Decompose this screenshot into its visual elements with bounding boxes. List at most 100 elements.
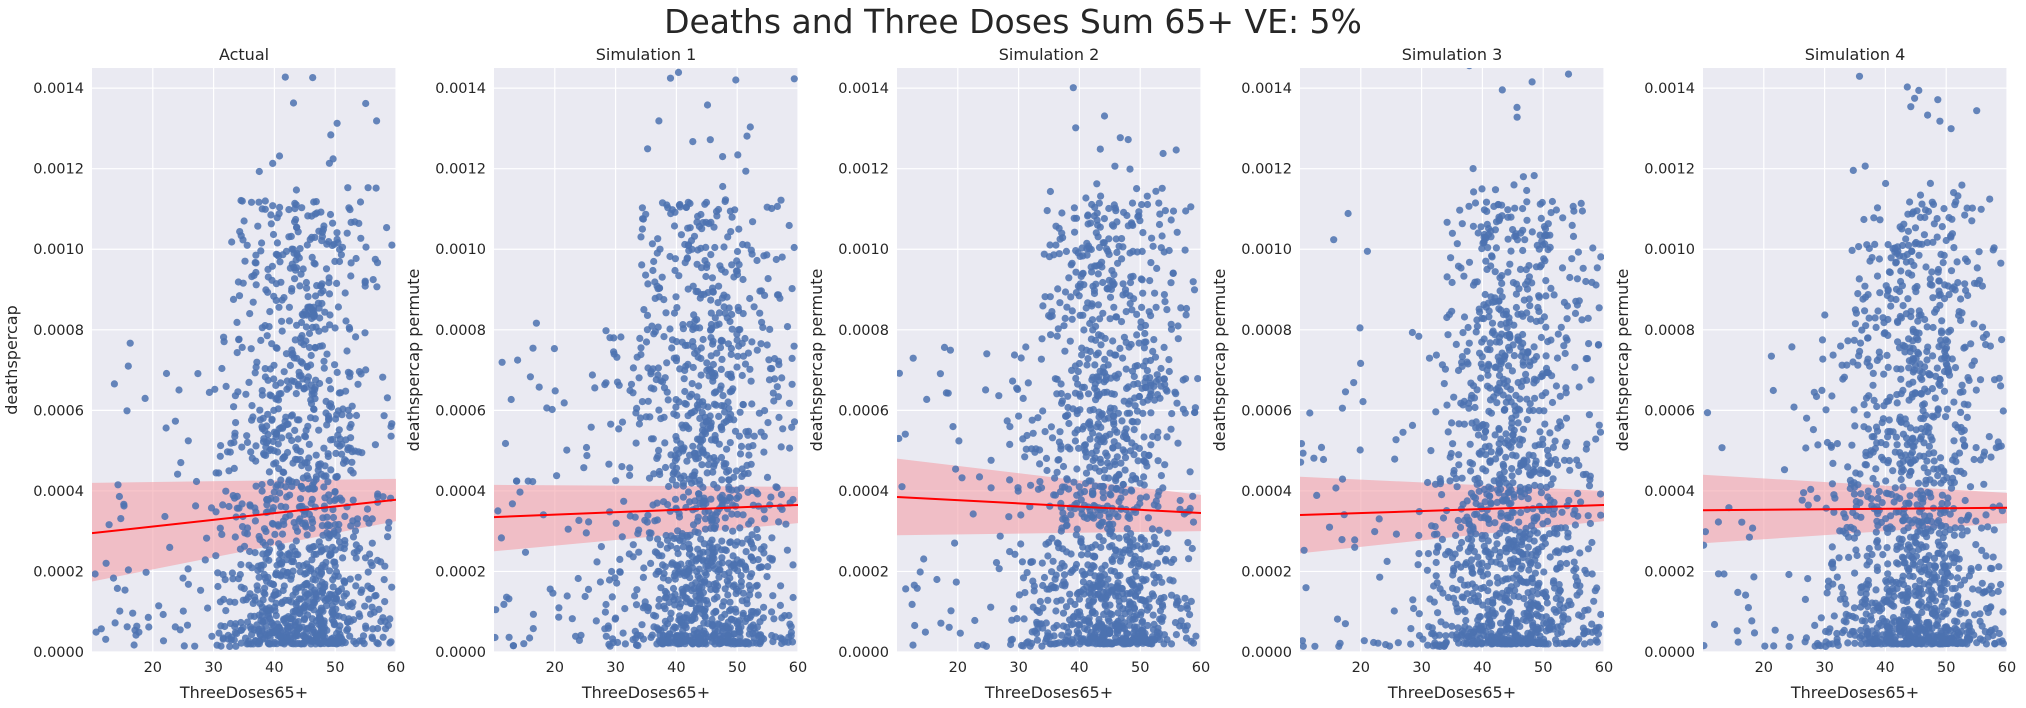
scatter-point [635, 548, 643, 556]
scatter-point [179, 607, 187, 615]
scatter-point [746, 365, 754, 373]
scatter-point [773, 484, 781, 492]
scatter-point [637, 344, 645, 352]
scatter-point [252, 442, 260, 450]
scatter-point [1078, 244, 1086, 252]
scatter-point [757, 287, 766, 295]
scatter-point [652, 376, 660, 384]
scatter-point [786, 444, 794, 452]
scatter-point [1562, 389, 1570, 397]
scatter-point [1133, 407, 1141, 415]
scatter-point [1559, 214, 1567, 222]
scatter-point [1160, 291, 1168, 299]
scatter-point [1058, 631, 1066, 639]
scatter-point [1015, 591, 1024, 599]
scatter-point [373, 117, 381, 125]
scatter-point [979, 641, 987, 649]
scatter-point [272, 459, 280, 467]
scatter-point [708, 274, 717, 282]
scatter-point [1147, 390, 1155, 398]
scatter-point [1046, 502, 1054, 510]
x-axis-label: ThreeDoses65+ [984, 683, 1113, 702]
scatter-point [1140, 561, 1148, 569]
scatter-point [1021, 589, 1029, 597]
scatter-point [708, 369, 716, 377]
scatter-point [1089, 634, 1098, 642]
scatter-point [1357, 359, 1365, 367]
scatter-point [159, 637, 168, 645]
scatter-point [707, 251, 715, 259]
scatter-point [326, 210, 335, 219]
scatter-point [291, 426, 299, 434]
scatter-point [299, 631, 307, 639]
scatter-point [621, 605, 629, 613]
scatter-point [658, 199, 667, 207]
scatter-point [1526, 315, 1535, 323]
scatter-point [717, 365, 725, 373]
scatter-point [714, 543, 722, 551]
scatter-point [1484, 618, 1492, 627]
scatter-point [602, 600, 610, 609]
scatter-point [356, 198, 365, 206]
scatter-point [228, 238, 236, 246]
scatter-point [513, 477, 521, 485]
scatter-point [1189, 518, 1198, 526]
scatter-point [1102, 245, 1111, 253]
scatter-point [686, 451, 694, 459]
scatter-point [1186, 504, 1194, 512]
scatter-point [1415, 332, 1423, 340]
scatter-point [1140, 433, 1148, 441]
scatter-point [303, 241, 311, 249]
scatter-point [763, 251, 771, 259]
scatter-point [1477, 223, 1485, 231]
scatter-point [660, 602, 668, 610]
scatter-point [707, 524, 715, 532]
scatter-point [1138, 201, 1146, 209]
scatter-point [1173, 399, 1181, 407]
scatter-point [1181, 246, 1189, 254]
scatter-point [226, 448, 234, 456]
scatter-point [1164, 529, 1172, 537]
scatter-point [1168, 410, 1176, 418]
scatter-point [1098, 482, 1107, 491]
scatter-point [639, 573, 648, 582]
scatter-point [1009, 377, 1017, 385]
scatter-point [1112, 313, 1120, 321]
scatter-point [357, 234, 365, 242]
scatter-point [275, 465, 283, 473]
scatter-point [1552, 206, 1560, 214]
scatter-point [1106, 407, 1114, 416]
scatter-point [1034, 414, 1042, 422]
scatter-point [613, 353, 621, 361]
scatter-point [343, 229, 351, 237]
scatter-point [1019, 394, 1027, 402]
scatter-point [686, 393, 694, 401]
scatter-point [295, 609, 303, 617]
scatter-point [1443, 313, 1451, 322]
scatter-point [252, 508, 260, 516]
scatter-point [937, 619, 945, 627]
scatter-point [1072, 560, 1081, 569]
y-tick-label: 0.0014 [838, 81, 889, 97]
scatter-point [247, 345, 255, 353]
scatter-point [681, 593, 690, 602]
scatter-point [717, 614, 726, 622]
scatter-point [1560, 342, 1568, 350]
x-tick-label: 20 [546, 660, 564, 676]
scatter-point [1137, 275, 1145, 283]
scatter-point [288, 346, 296, 354]
scatter-point [144, 613, 152, 622]
scatter-point [1530, 172, 1538, 180]
scatter-point [1022, 343, 1030, 351]
scatter-point [1107, 491, 1115, 499]
scatter-point [1546, 429, 1554, 437]
scatter-point [731, 541, 740, 549]
scatter-point [745, 451, 753, 459]
scatter-point [908, 600, 916, 609]
scatter-point [285, 206, 293, 214]
scatter-point [655, 117, 663, 125]
scatter-point [738, 539, 746, 547]
scatter-point [243, 524, 252, 532]
scatter-point [707, 309, 715, 317]
scatter-point [243, 530, 251, 538]
